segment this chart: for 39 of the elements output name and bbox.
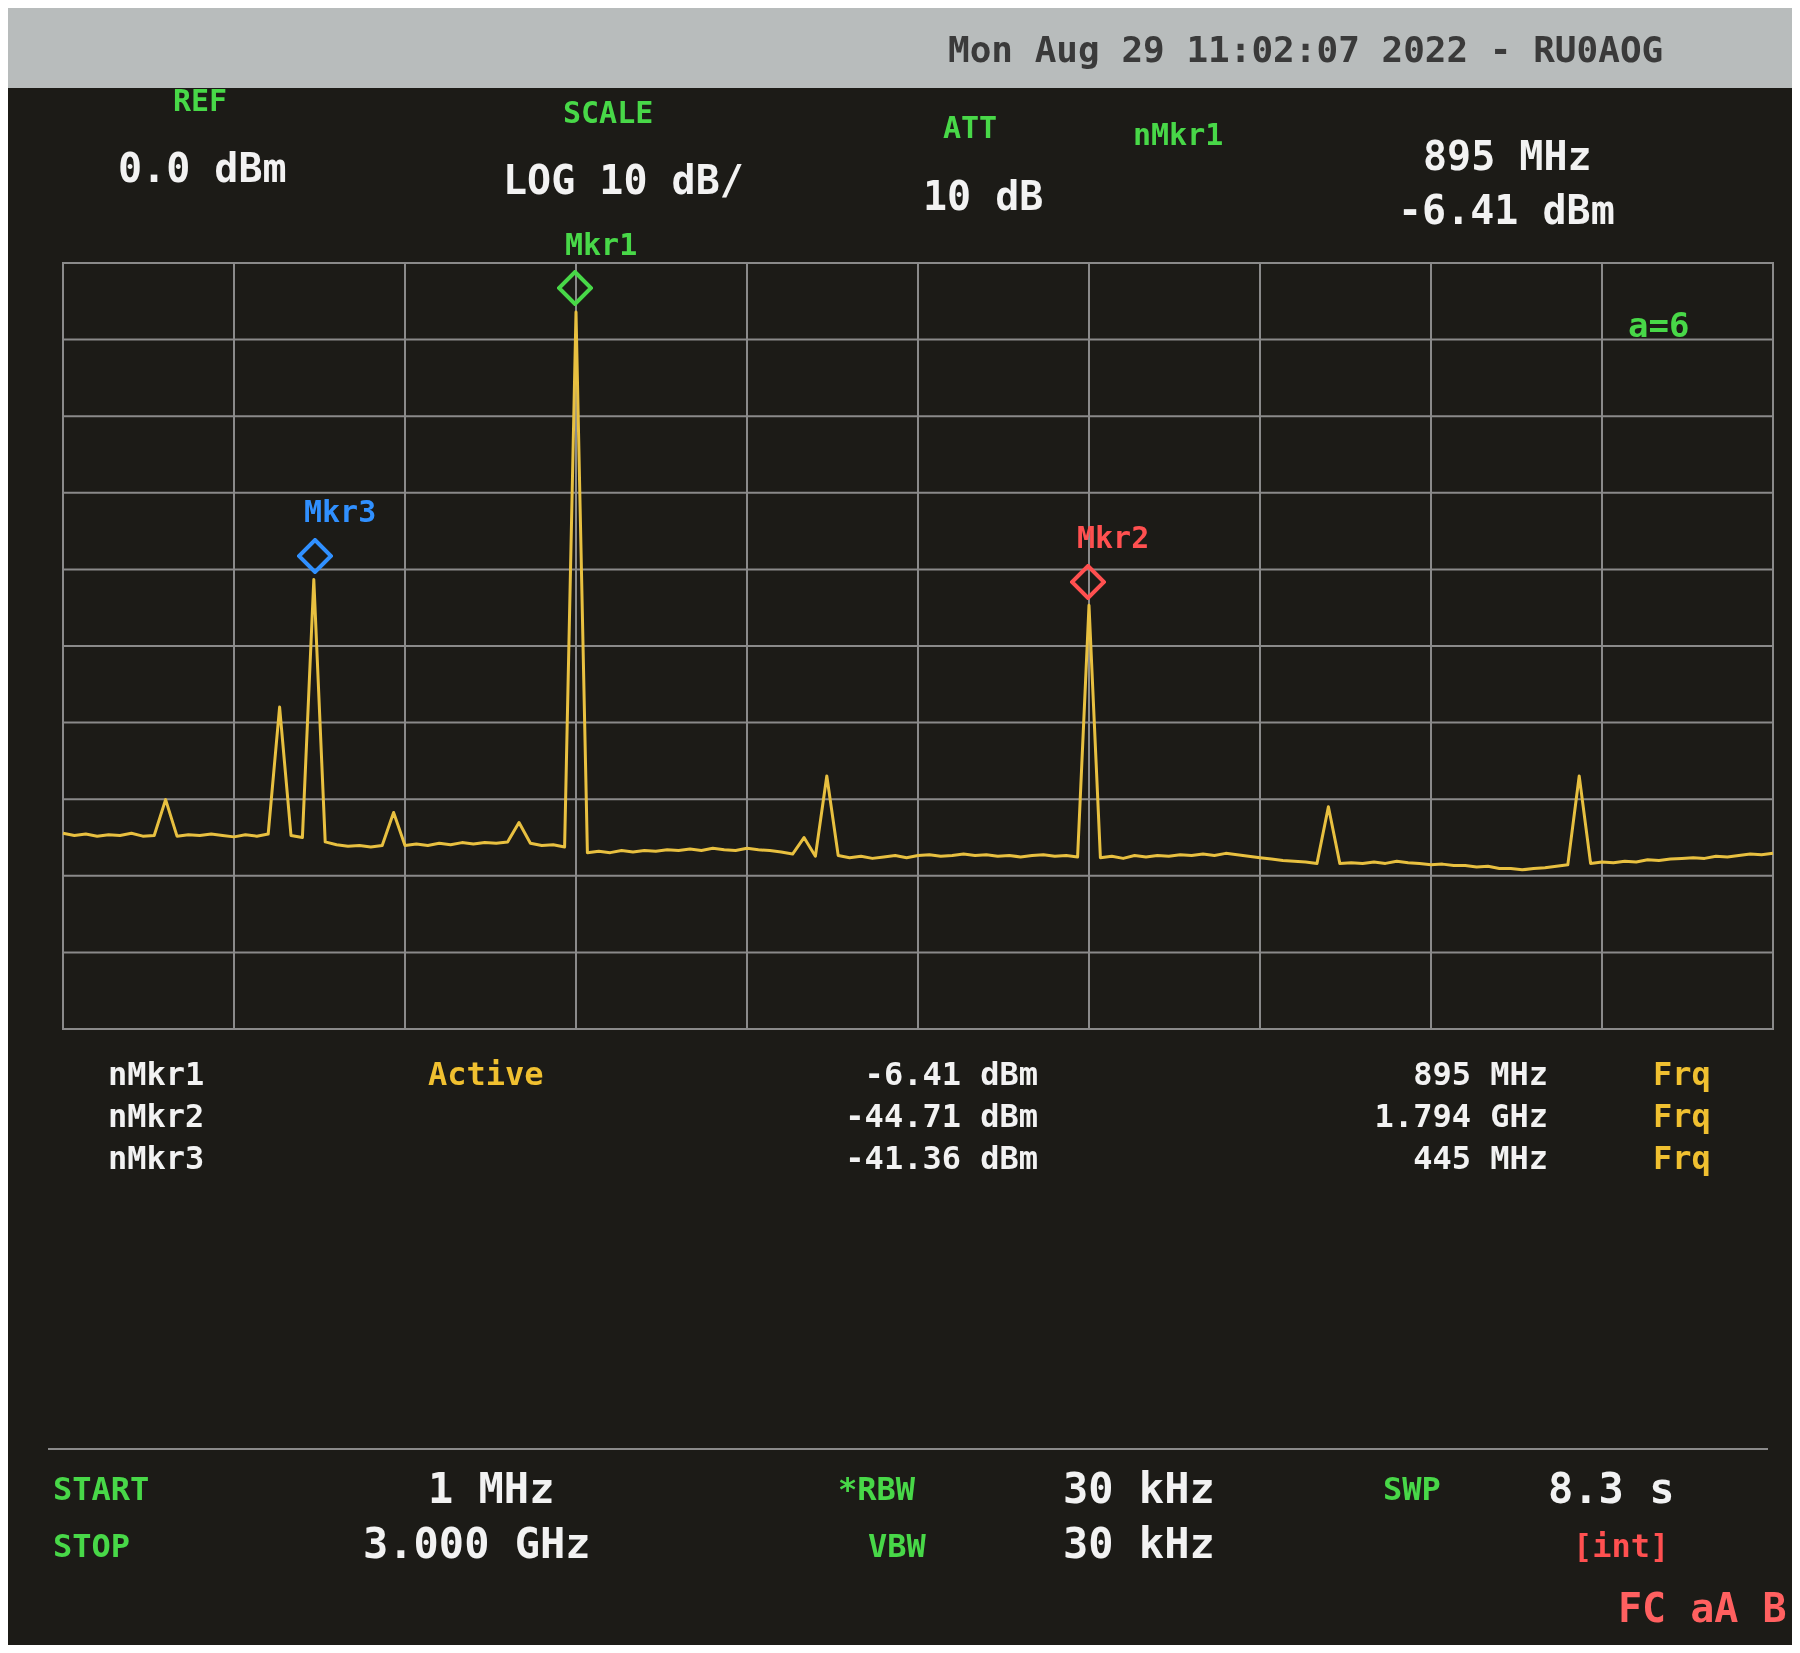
text: Frq <box>1653 1139 1711 1177</box>
text: 445 MHz <box>1413 1139 1548 1177</box>
text: REF <box>173 83 228 118</box>
text: 895 MHz <box>1413 1055 1548 1093</box>
text: Frq <box>1653 1055 1711 1093</box>
annotation: a=6 <box>1628 305 1690 345</box>
text: 10 dB <box>923 173 1044 219</box>
text: VBW <box>868 1527 926 1565</box>
text: LOG 10 dB/ <box>503 157 744 203</box>
text: Active <box>428 1055 544 1093</box>
text: nMkr1 <box>1133 117 1224 152</box>
text: -6.41 dBm <box>1398 187 1615 233</box>
text: STOP <box>53 1527 131 1565</box>
text: -41.36 dBm <box>845 1139 1038 1177</box>
annotation: Mkr3 <box>304 494 377 529</box>
text: Frq <box>1653 1097 1711 1135</box>
text: nMkr1 <box>108 1055 205 1093</box>
text: Mkr1 <box>565 227 638 262</box>
annotation: Mkr2 <box>1077 520 1150 555</box>
text: SCALE <box>563 95 654 130</box>
text: FC aA B <box>1618 1585 1787 1631</box>
text: -44.71 dBm <box>845 1097 1038 1135</box>
text: Mon Aug 29 11:02:07 2022 - RU0AOG <box>948 29 1664 70</box>
text: 0.0 dBm <box>118 145 287 191</box>
text: 30 kHz <box>1063 1519 1215 1568</box>
text: [int] <box>1573 1527 1670 1565</box>
text: nMkr2 <box>108 1097 205 1135</box>
text: START <box>53 1470 150 1508</box>
text: -6.41 dBm <box>864 1055 1038 1093</box>
text: 3.000 GHz <box>363 1519 591 1568</box>
text: SWP <box>1383 1470 1441 1508</box>
text: 895 MHz <box>1423 133 1592 179</box>
text: 1 MHz <box>428 1464 555 1513</box>
text: ATT <box>943 110 998 145</box>
text: *RBW <box>838 1470 916 1508</box>
text: 30 kHz <box>1063 1464 1215 1513</box>
text: 8.3 s <box>1548 1464 1675 1513</box>
text: 1.794 GHz <box>1374 1097 1548 1135</box>
text: nMkr3 <box>108 1139 205 1177</box>
